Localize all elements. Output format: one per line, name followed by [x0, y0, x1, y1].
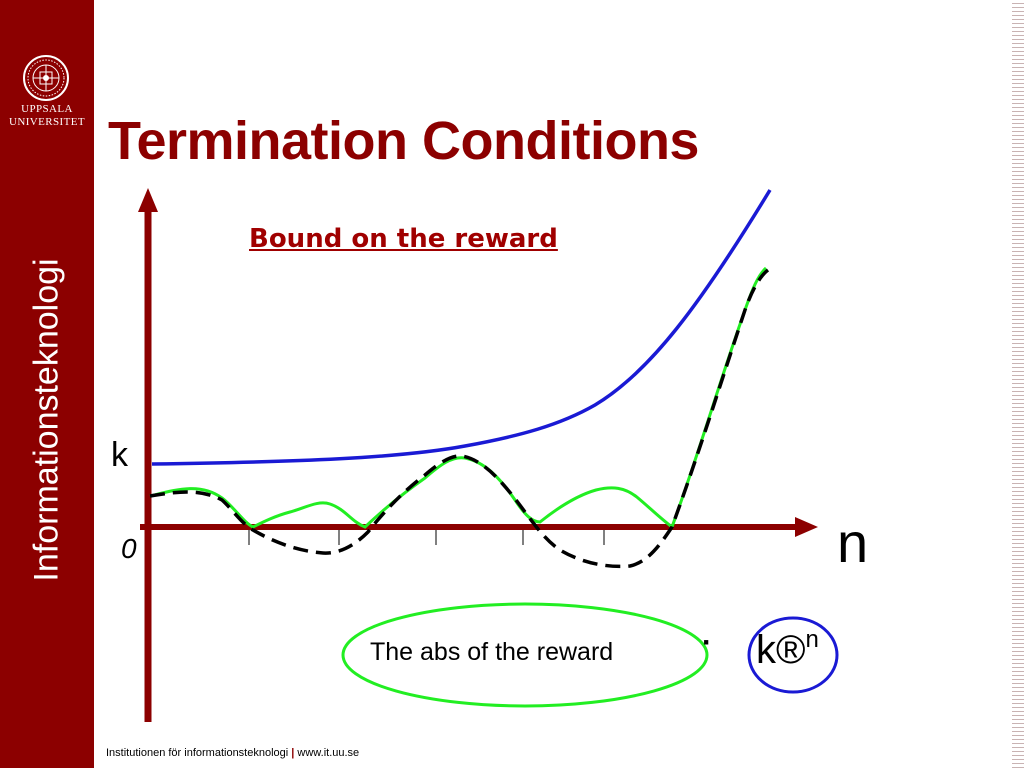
footer-institution: Institutionen för informationsteknologi	[106, 747, 289, 759]
logo-line-2: UNIVERSITET	[9, 116, 85, 128]
abs-reward-text: The abs of the reward	[370, 638, 614, 666]
footer-separator: |	[291, 747, 295, 759]
decorative-edge-strip	[1012, 0, 1024, 768]
slide-title: Termination Conditions	[108, 111, 699, 171]
y-axis-arrowhead	[138, 188, 158, 212]
origin-label: 0	[121, 533, 137, 564]
reward-curve	[149, 268, 770, 569]
bound-circle	[747, 616, 839, 694]
sidebar: UPPSALA UNIVERSITET Informationsteknolog…	[0, 0, 94, 768]
k-label: k	[111, 436, 128, 474]
abs-reward-curve	[149, 266, 768, 530]
slide-subtitle: Bound on the reward	[249, 224, 558, 254]
bound-expression: k®n	[756, 626, 819, 673]
x-axis-label: n	[837, 511, 869, 574]
logo-line-1: UPPSALA	[21, 103, 73, 115]
bound-expression-base: k®	[756, 628, 806, 672]
multiplication-dot: ·	[702, 626, 712, 659]
university-seal-icon	[23, 55, 69, 101]
university-logo-text: UPPSALA UNIVERSITET	[0, 103, 94, 129]
footer: Institutionen för informationsteknologi …	[106, 747, 359, 759]
bound-curve	[151, 189, 772, 466]
x-axis-ticks	[248, 530, 605, 545]
bound-expression-exponent: n	[805, 626, 819, 653]
x-axis-arrowhead	[795, 517, 818, 537]
footer-url[interactable]: www.it.uu.se	[297, 747, 360, 759]
abs-reward-ellipse	[341, 602, 709, 708]
